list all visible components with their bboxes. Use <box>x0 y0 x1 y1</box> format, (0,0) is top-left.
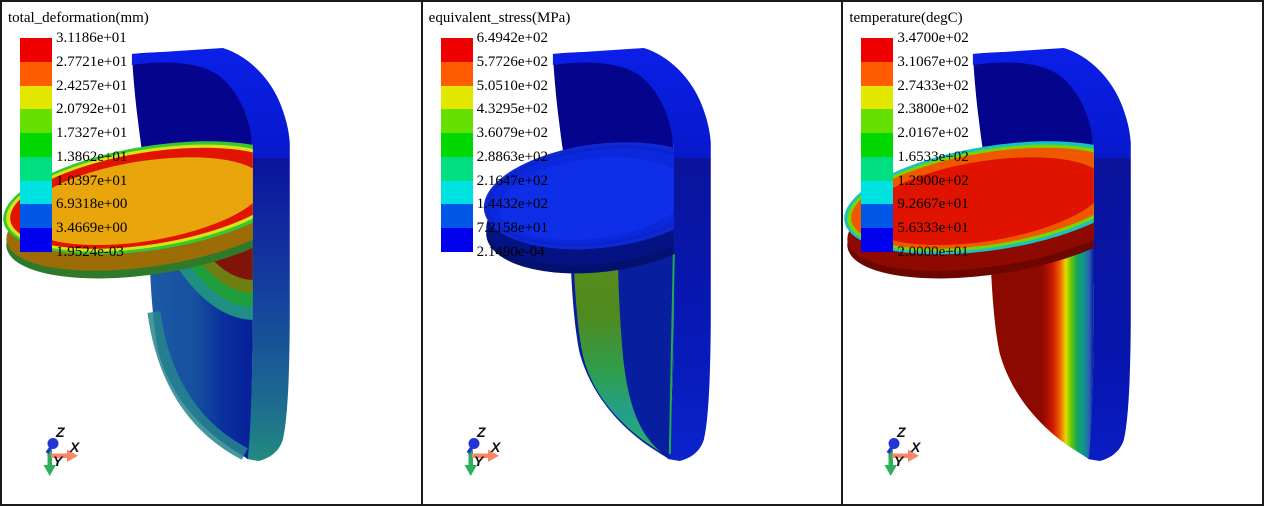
y-axis-arrow <box>43 450 56 476</box>
z-axis-label: Z <box>896 424 906 440</box>
y-axis-label: Y <box>474 453 485 469</box>
cylinder-outer-surface <box>667 158 711 461</box>
x-axis-arrow <box>471 449 499 462</box>
x-axis-arrow <box>51 449 78 462</box>
z-axis-arrow <box>45 438 59 455</box>
x-axis-label: X <box>910 439 922 455</box>
z-axis-label: Z <box>476 424 486 440</box>
panel-equivalent-stress[interactable]: equivalent_stress(MPa) 6.4942e+02 5.7726e… <box>422 2 842 504</box>
orientation-axes-widget: Z X Y <box>464 424 502 476</box>
y-axis-label: Y <box>53 453 64 469</box>
y-axis-label: Y <box>894 453 905 469</box>
z-axis-label: Z <box>55 424 65 440</box>
x-axis-arrow <box>892 449 920 462</box>
z-axis-arrow <box>466 438 480 455</box>
x-axis-label: X <box>69 439 81 455</box>
orientation-axes-widget: Z X Y <box>43 424 81 476</box>
orientation-axes-widget: Z X Y <box>884 424 922 476</box>
cylinder-outer-surface <box>246 158 290 461</box>
panel-temperature[interactable]: temperature(degC) 3.4700e+02 3.1067e+02 2.… <box>843 2 1263 504</box>
panel-total-deformation[interactable]: total_deformation(mm) 3.1186e+01 2.7721e+… <box>2 2 421 504</box>
z-axis-arrow <box>886 438 900 455</box>
cylinder-outer-surface <box>1088 158 1132 461</box>
y-axis-arrow <box>464 450 477 476</box>
y-axis-arrow <box>884 450 898 476</box>
x-axis-label: X <box>490 439 502 455</box>
